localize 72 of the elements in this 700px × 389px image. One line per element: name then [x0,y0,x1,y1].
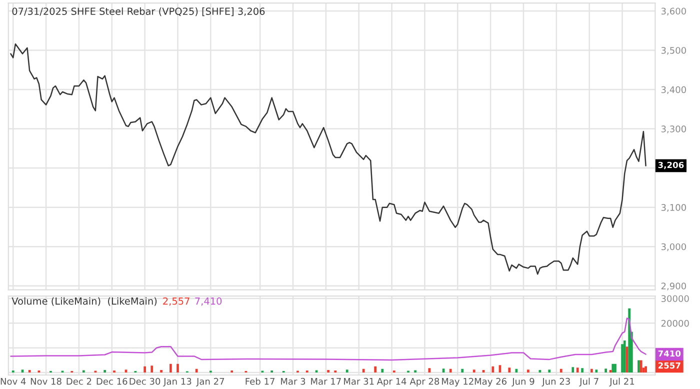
bar [640,360,642,373]
bar [104,370,106,373]
bar [590,368,593,373]
x-tick-label: Nov 4 [0,378,26,385]
y-tick-label: 3,000 [661,243,686,252]
bar [82,370,85,373]
annotation: 3,206 [658,162,684,170]
bar [160,370,162,373]
bar [604,368,607,373]
y-tick-label: 3,500 [661,46,686,55]
bar [595,370,598,373]
bar [461,368,464,373]
annotation: 2557 [658,362,680,369]
bar [327,370,330,373]
bar [374,366,376,373]
bar [623,340,626,373]
bar [527,370,530,373]
chart-title: Volume (LikeMain) (LikeMain) [12,297,157,306]
bar [144,366,146,373]
bar [492,366,494,373]
bar [449,368,452,373]
y-tick-label: 3,600 [661,8,686,16]
bar [428,368,431,373]
chart-title: 07/31/2025 SHFE Steel Rebar (VPQ25) [SHFE] 3,206 [12,7,265,16]
y-tick-label: 2,900 [661,282,686,290]
bar [472,370,476,373]
x-tick-label: Jul 21 [609,378,634,386]
bar [508,368,511,373]
x-tick-label: Mar 3 [281,378,306,385]
bar [572,367,574,373]
bar [621,344,624,373]
x-tick-label: Jul 7 [579,378,598,386]
annotation: 7410 [658,350,681,357]
bar [576,368,579,373]
bar [176,364,179,373]
x-tick-label: Mar 31 [344,378,374,385]
x-tick-label: Jan 13 [163,378,192,386]
bar [644,366,647,373]
y-tick-label: 3,400 [661,86,686,94]
y-tick-label: 3,300 [661,126,686,134]
x-tick-label: Jun 23 [542,378,570,386]
x-tick-label: Apr 14 [376,378,406,387]
bar [638,360,640,373]
bar [548,370,551,373]
bar [560,368,562,373]
bar [612,364,614,373]
y-tick-label: 3,100 [661,204,686,212]
bar [414,370,416,373]
annotation: 2,557 [163,297,190,306]
x-tick-label: Dec 16 [96,378,128,385]
x-tick-label: Jun 9 [512,378,534,386]
x-tick-label: May 12 [442,378,474,387]
x-tick-label: Feb 17 [246,378,274,385]
annotation: 7,410 [195,297,222,306]
bar [628,308,631,373]
x-tick-label: Nov 18 [30,378,62,385]
x-tick-label: Apr 28 [410,378,440,387]
bar [150,366,154,373]
line-series [10,43,646,275]
x-tick-label: Mar 17 [311,378,341,385]
bar [170,364,172,373]
bar [381,368,384,373]
x-tick-label: May 26 [474,378,506,387]
bar [581,368,584,373]
line-series [10,318,646,361]
y-tick-label: 20000 [661,320,689,327]
x-tick-label: Dec 2 [66,378,92,385]
y-tick-label: 30000 [661,295,689,302]
x-tick-label: Dec 30 [130,378,160,385]
x-tick-label: Jan 27 [196,378,224,386]
bar [614,364,616,373]
bar [346,370,348,373]
